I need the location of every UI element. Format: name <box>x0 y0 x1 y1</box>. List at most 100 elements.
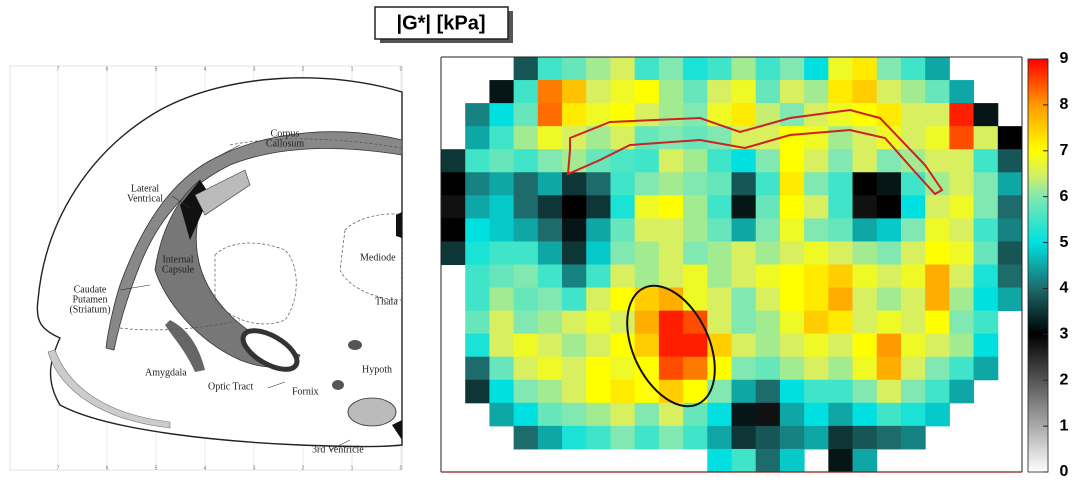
heat-cell <box>877 311 902 335</box>
heat-cell <box>707 288 732 312</box>
heat-cell <box>998 149 1023 173</box>
heat-cell <box>949 288 974 312</box>
heat-cell <box>877 426 902 450</box>
heat-cell <box>925 195 950 219</box>
heat-cell <box>610 126 635 150</box>
colorbar-label: 8 <box>1060 96 1069 113</box>
heat-cell <box>853 265 878 289</box>
heat-cell <box>998 241 1023 265</box>
colorbar: 0123456789 <box>1028 50 1069 480</box>
heat-cell <box>635 195 660 219</box>
heat-cell <box>804 80 829 104</box>
heat-cell <box>853 334 878 358</box>
atlas-diagram: 7766554433221100 CorpusCallosumLateralVe… <box>10 66 403 471</box>
heat-cell <box>683 241 708 265</box>
heat-cell <box>901 426 926 450</box>
heat-cell <box>998 172 1023 196</box>
heat-cell <box>659 265 684 289</box>
heat-cell <box>756 380 781 404</box>
atlas-label: Optic Tract <box>208 381 254 392</box>
heat-cell <box>780 403 805 427</box>
heat-cell <box>586 403 611 427</box>
heat-cell <box>538 218 563 242</box>
heat-cell <box>804 126 829 150</box>
heat-cell <box>683 288 708 312</box>
heat-cell <box>562 126 587 150</box>
heat-cell <box>538 80 563 104</box>
heat-cell <box>707 403 732 427</box>
heat-cell <box>562 334 587 358</box>
heat-cell <box>949 218 974 242</box>
heat-cell <box>538 357 563 381</box>
heat-cell <box>974 334 999 358</box>
heat-cell <box>683 103 708 127</box>
heat-cell <box>635 149 660 173</box>
heat-cell <box>465 241 490 265</box>
heat-cell <box>465 380 490 404</box>
heat-cell <box>828 380 853 404</box>
heat-cell <box>732 195 757 219</box>
heat-cell <box>901 195 926 219</box>
heat-cell <box>853 218 878 242</box>
heat-cell <box>562 218 587 242</box>
heat-cell <box>756 241 781 265</box>
heat-cell <box>586 265 611 289</box>
ruler-label: 4 <box>204 66 207 72</box>
ruler-label: 3 <box>253 465 256 471</box>
heat-cell <box>901 311 926 335</box>
heat-cell <box>538 426 563 450</box>
atlas-label: Ventrical <box>127 193 163 204</box>
heat-cell <box>780 334 805 358</box>
heat-cell <box>683 195 708 219</box>
heat-cell <box>586 195 611 219</box>
heat-cell <box>707 195 732 219</box>
heat-cell <box>707 241 732 265</box>
heat-cell <box>925 380 950 404</box>
heat-cell <box>974 218 999 242</box>
heat-cell <box>756 265 781 289</box>
heat-cell <box>780 195 805 219</box>
figure: |G*| [kPa] 7766554433221100 CorpusCallos… <box>0 0 1083 482</box>
heat-cell <box>925 403 950 427</box>
heat-cell <box>465 218 490 242</box>
heat-cell <box>562 149 587 173</box>
heat-cell <box>828 357 853 381</box>
heat-cell <box>441 195 466 219</box>
heat-cell <box>489 218 514 242</box>
heat-cell <box>780 126 805 150</box>
heat-cell <box>804 172 829 196</box>
heat-cell <box>901 380 926 404</box>
heat-cell <box>974 288 999 312</box>
heat-cell <box>659 357 684 381</box>
heat-cell <box>853 57 878 81</box>
heat-cell <box>683 357 708 381</box>
heat-cell <box>828 103 853 127</box>
heat-cell <box>780 311 805 335</box>
heatmap <box>441 57 1023 473</box>
heat-cell <box>635 103 660 127</box>
heat-cell <box>804 218 829 242</box>
heat-cell <box>514 57 539 81</box>
ruler-label: 6 <box>106 465 109 471</box>
heat-cell <box>489 334 514 358</box>
heat-cell <box>877 218 902 242</box>
heat-cell <box>562 172 587 196</box>
heat-cell <box>828 426 853 450</box>
heat-cell <box>489 103 514 127</box>
heat-cell <box>974 126 999 150</box>
heat-cell <box>562 288 587 312</box>
heat-cell <box>780 357 805 381</box>
heat-cell <box>610 241 635 265</box>
atlas-label: Thala <box>375 296 398 307</box>
ruler-label: 3 <box>253 66 256 72</box>
heat-cell <box>514 265 539 289</box>
heat-cell <box>562 241 587 265</box>
heat-cell <box>514 195 539 219</box>
heat-cell <box>610 265 635 289</box>
heat-cell <box>489 149 514 173</box>
heat-cell <box>441 172 466 196</box>
heat-cell <box>441 218 466 242</box>
heat-cell <box>635 126 660 150</box>
fornix-spot <box>332 380 344 390</box>
heat-cell <box>489 311 514 335</box>
